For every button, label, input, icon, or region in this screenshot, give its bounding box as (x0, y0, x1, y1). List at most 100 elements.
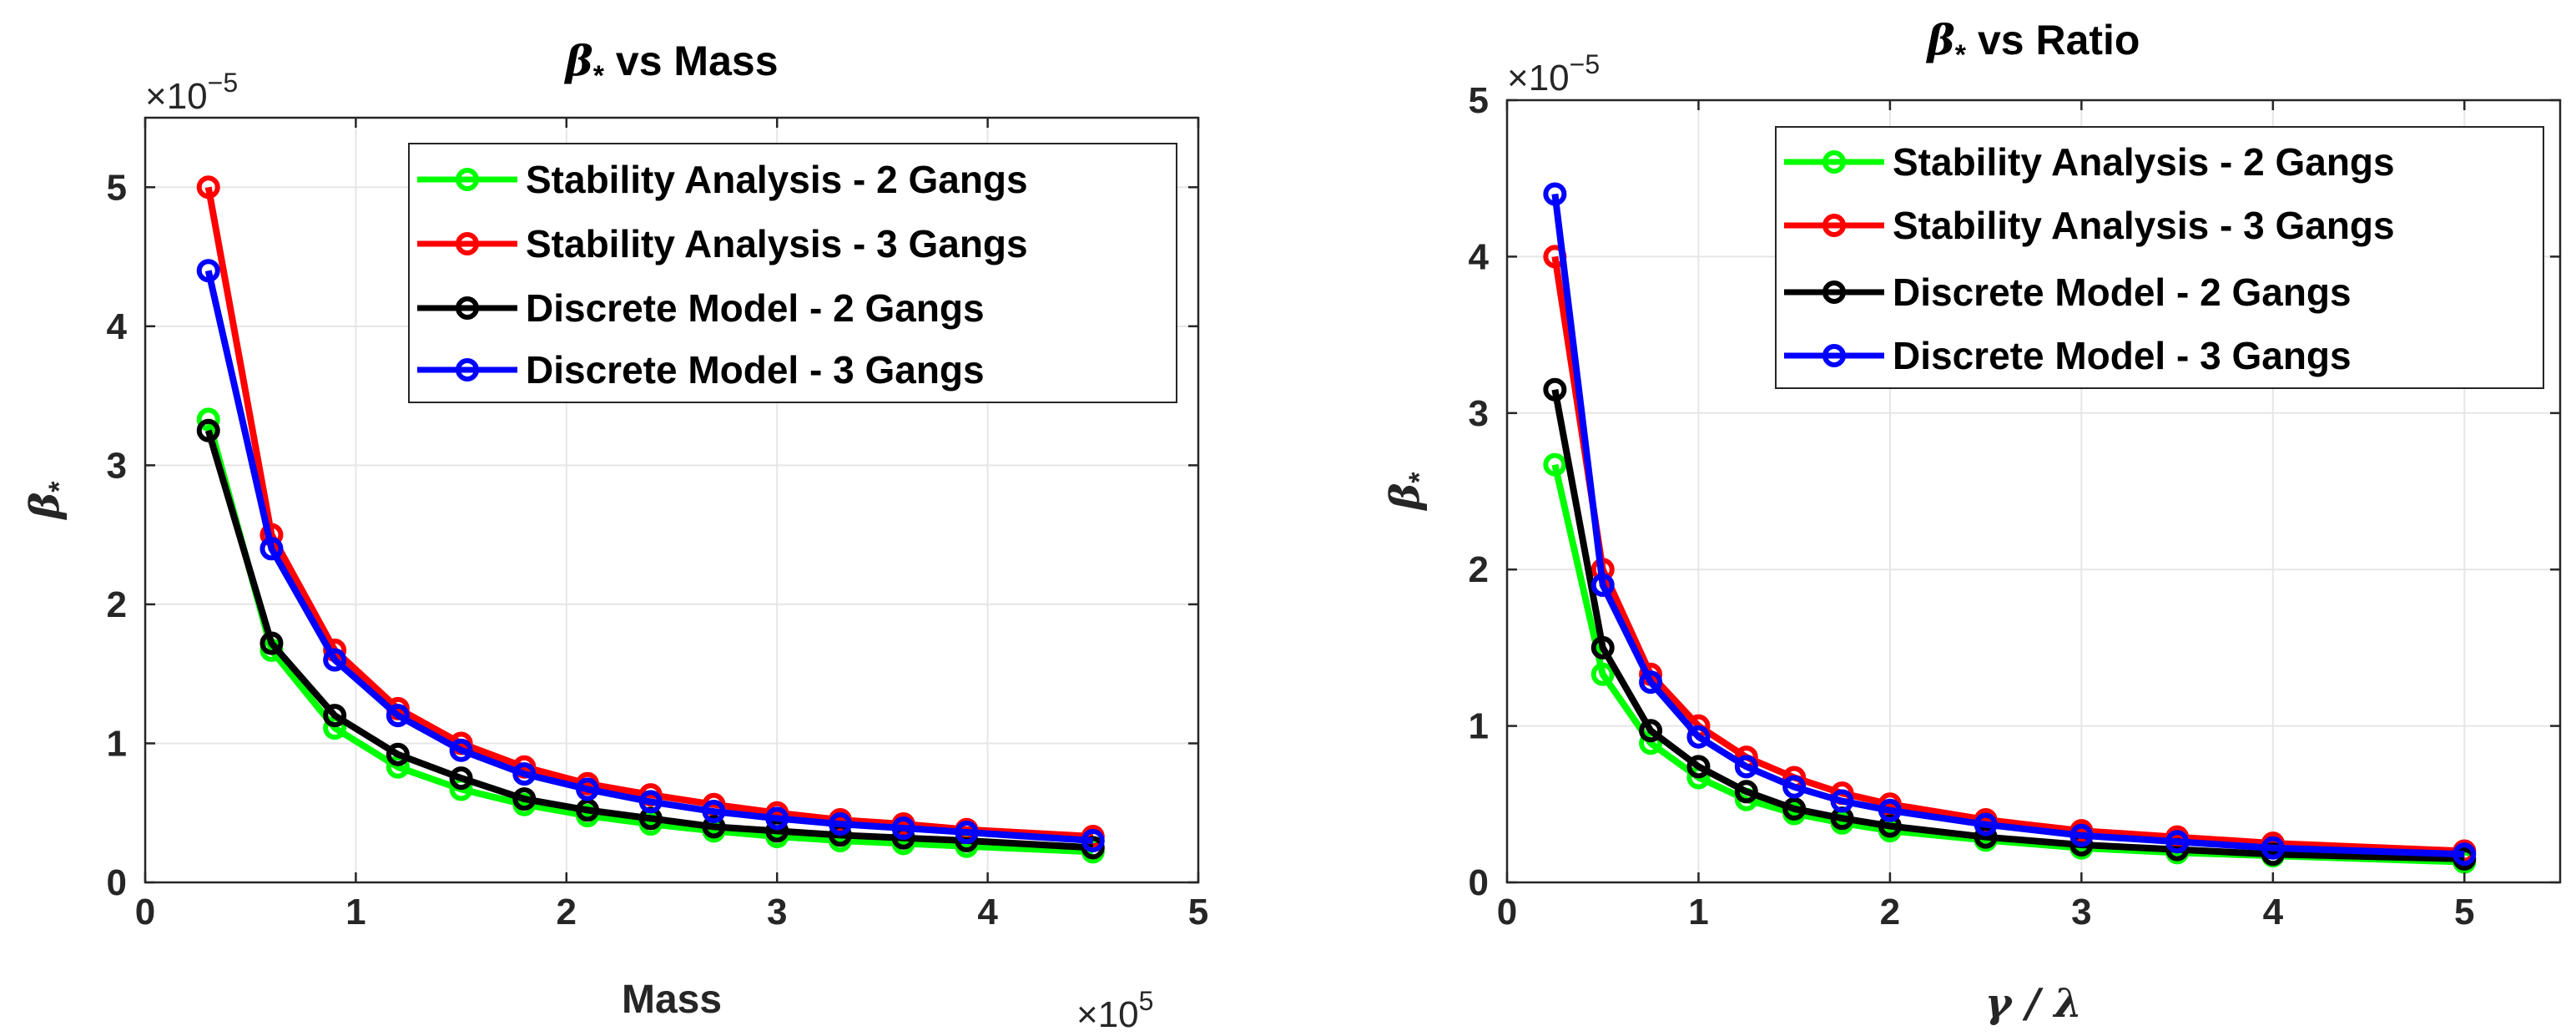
series-2-point (1734, 780, 1758, 804)
legend-label: Stability Analysis - 3 Gangs (526, 222, 1028, 265)
series-2-point (260, 631, 284, 655)
x-tick-label: 2 (1880, 892, 1900, 932)
series-3-point (323, 648, 347, 672)
series-3-point (260, 537, 284, 561)
series-3-point (196, 259, 220, 283)
y-axis-label: β* (22, 481, 75, 521)
x-tick-label: 0 (1497, 892, 1517, 932)
y-tick-label: 5 (107, 167, 127, 208)
legend-entry-0: Stability Analysis - 2 Gangs (417, 158, 1028, 201)
series-group (1543, 182, 2477, 874)
y-axis-label: β* (1382, 472, 1435, 512)
axis-ticks: 0 1 2 3 4 5 0 1 2 3 4 5 (1469, 80, 2560, 932)
legend-entry-0: Stability Analysis - 2 Gangs (1784, 140, 2395, 184)
y-tick-label: 3 (1469, 393, 1489, 434)
x-tick-label: 0 (135, 892, 155, 932)
legend-marker (1822, 280, 1846, 304)
y-multiplier: ×10−5 (1507, 49, 1600, 99)
legend-entry-2: Discrete Model - 2 Gangs (1784, 270, 2352, 314)
x-axis-label: Mass (622, 978, 722, 1022)
series-3-point (1081, 829, 1105, 853)
legend: Stability Analysis - 2 Gangs Stability A… (1775, 126, 2544, 389)
axes-box (144, 116, 1200, 884)
axes-box (1505, 99, 2562, 884)
legend-marker (456, 168, 479, 191)
chart-title: β* vs Mass (563, 36, 778, 92)
series-0-point (1590, 662, 1615, 686)
y-tick-label: 0 (107, 862, 127, 903)
series-3-point (2261, 836, 2285, 860)
x-tick-label: 1 (1688, 892, 1708, 932)
legend-entry-3: Discrete Model - 3 Gangs (417, 348, 985, 392)
series-3-point (386, 704, 410, 728)
series-3-point (1878, 798, 1902, 822)
y-tick-label: 0 (1469, 862, 1489, 903)
series-3-point (638, 790, 663, 814)
series-3-point (1734, 755, 1758, 779)
y-tick-label: 4 (1469, 236, 1490, 277)
y-tick-label: 1 (107, 723, 127, 764)
x-multiplier: ×105 (1076, 986, 1153, 1035)
series-2-point (1590, 635, 1615, 660)
series-3-point (2452, 842, 2477, 867)
series-3-point (1543, 182, 1567, 206)
x-axis-label: γ / λ (1985, 980, 2082, 1027)
series-2-point (449, 766, 473, 791)
series-3-point (828, 812, 852, 836)
x-tick-label: 5 (2454, 892, 2474, 932)
series-2-point (1878, 814, 1902, 838)
chart-title: β* vs Ratio (1926, 15, 2140, 71)
series-2-point (1782, 796, 1807, 821)
y-tick-label: 3 (107, 445, 127, 486)
legend-box (408, 143, 1177, 403)
legend-entry-2: Discrete Model - 2 Gangs (417, 286, 985, 330)
y-tick-label: 5 (1469, 80, 1489, 121)
x-tick-label: 4 (2263, 892, 2284, 932)
legend-label: Discrete Model - 3 Gangs (526, 348, 985, 392)
series-3-point (576, 777, 600, 801)
series-0-point (196, 407, 220, 432)
legend-entry-1: Stability Analysis - 3 Gangs (417, 222, 1028, 265)
legend: Stability Analysis - 2 Gangs Stability A… (408, 143, 1177, 403)
series-2-point (702, 815, 726, 839)
legend-marker (456, 358, 479, 382)
legend-box (1775, 126, 2544, 389)
chart-beta-vs-mass: 0 1 2 3 4 5 0 1 2 3 4 5 β* vs Mass Mass β* ×10−5 ×10… (22, 36, 1208, 1035)
y-tick-label: 2 (1469, 549, 1489, 590)
legend-marker (1822, 344, 1846, 367)
series-0-point (1543, 452, 1567, 477)
series-2-point (1639, 719, 1663, 743)
series-1-point (196, 175, 220, 200)
axis-ticks: 0 1 2 3 4 5 0 1 2 3 4 5 (107, 118, 1208, 932)
series-3-point (702, 800, 726, 824)
x-tick-label: 3 (2071, 892, 2091, 932)
chart-beta-vs-ratio: 0 1 2 3 4 5 0 1 2 3 4 5 β* vs Ratio γ / λ β* ×10−5 S… (1382, 15, 2562, 1027)
x-tick-label: 4 (977, 892, 998, 932)
series-2-point (196, 418, 220, 442)
series-3-point (1830, 789, 1854, 813)
legend-marker (1822, 214, 1846, 237)
series-2-point (386, 742, 410, 766)
series-3-point (1590, 573, 1615, 597)
legend-label: Stability Analysis - 3 Gangs (1893, 204, 2395, 247)
series-3-point (1686, 725, 1711, 749)
legend-label: Stability Analysis - 2 Gangs (526, 158, 1028, 201)
legend-label: Discrete Model - 3 Gangs (1893, 334, 2352, 377)
series-3-point (1639, 670, 1663, 695)
legend-marker (456, 296, 479, 320)
y-multiplier: ×10−5 (145, 68, 238, 117)
series-2-point (1686, 755, 1711, 779)
series-3-point (2069, 823, 2094, 847)
legend-entry-3: Discrete Model - 3 Gangs (1784, 334, 2352, 377)
x-tick-label: 5 (1188, 892, 1208, 932)
series-3-point (449, 738, 473, 762)
legend-label: Stability Analysis - 2 Gangs (1893, 140, 2395, 184)
x-tick-label: 1 (345, 892, 365, 932)
series-3-point (2165, 830, 2190, 854)
series-line-3 (1551, 193, 2465, 858)
legend-marker (1822, 150, 1846, 174)
series-3-point (765, 806, 789, 831)
legend-marker (456, 232, 479, 255)
x-tick-label: 3 (767, 892, 787, 932)
